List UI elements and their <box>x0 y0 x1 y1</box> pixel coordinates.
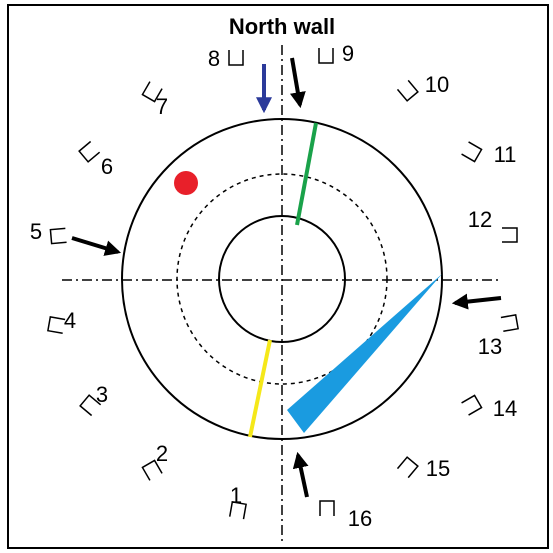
sensor-label: 9 <box>342 41 354 66</box>
sensor-label: 2 <box>156 441 168 466</box>
sensor-icon <box>78 140 101 163</box>
yellow-line <box>248 339 272 438</box>
sensor-label: 6 <box>101 154 113 179</box>
arrow <box>292 451 309 498</box>
arrow <box>289 57 306 109</box>
sensor-label: 15 <box>426 456 450 481</box>
sensor-icon <box>461 141 483 163</box>
sensor-icon <box>318 48 334 64</box>
sensor-label: 3 <box>96 382 108 407</box>
inner-circle <box>218 215 346 343</box>
sensor-icon <box>319 500 335 516</box>
sensor-icon <box>461 394 483 416</box>
sensor-label: 14 <box>493 396 517 421</box>
sensor-icon <box>49 227 67 245</box>
sensor-label: 4 <box>64 308 76 333</box>
sensor-icon <box>47 316 66 335</box>
sensor-label: 5 <box>30 219 42 244</box>
arrow <box>451 293 502 310</box>
sensor-icon <box>500 314 519 333</box>
sensor-label: 10 <box>425 72 449 97</box>
sensor-label: 8 <box>208 46 220 71</box>
sensor-label: 12 <box>468 207 492 232</box>
sensor-icon <box>141 459 163 481</box>
outer-circle <box>121 118 443 440</box>
blue-wedge <box>287 274 442 433</box>
sensor-icon <box>502 227 518 243</box>
sensor-icon <box>228 501 247 520</box>
green-line <box>295 122 318 226</box>
sensor-label: 7 <box>156 94 168 119</box>
dotted-circle <box>176 173 388 385</box>
sensor-icon <box>228 50 244 66</box>
sensor-label: 16 <box>348 506 372 531</box>
red-dot <box>174 171 198 195</box>
sensor-icon <box>396 79 419 102</box>
sensor-icon <box>79 394 102 417</box>
frame <box>7 4 549 549</box>
title: North wall <box>229 14 335 39</box>
sensor-icon <box>141 81 163 103</box>
sensor-label: 13 <box>478 334 502 359</box>
sensor-label: 11 <box>494 142 517 167</box>
sensor-icon <box>396 456 419 479</box>
arrow <box>71 236 122 256</box>
